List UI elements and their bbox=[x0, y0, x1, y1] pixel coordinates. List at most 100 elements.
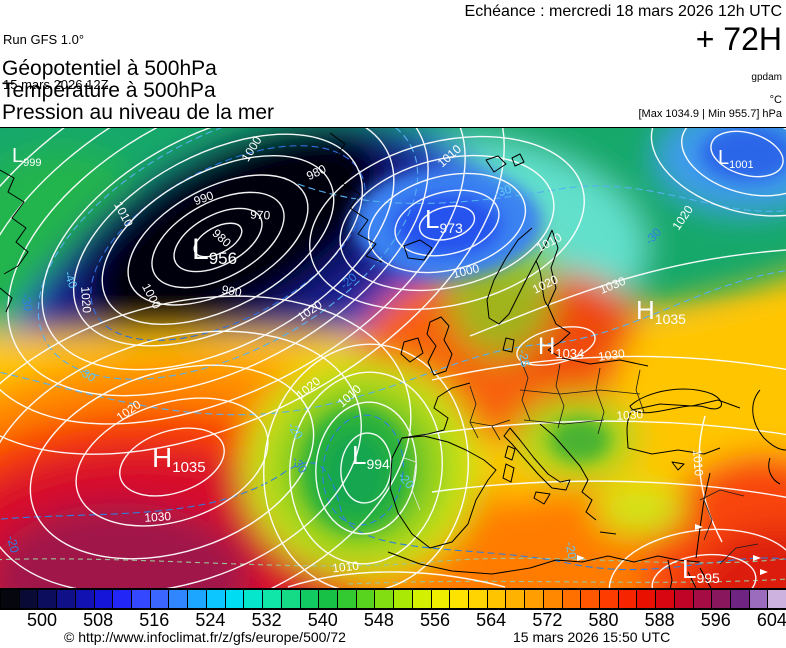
temp-contour-label: -20 bbox=[563, 541, 580, 561]
minmax-label: [Max 1034.9 | Min 955.7] hPa bbox=[638, 108, 783, 120]
colorbar-cell bbox=[262, 590, 281, 608]
colorbar-cell bbox=[187, 590, 206, 608]
colorbar-cell bbox=[542, 590, 562, 608]
colorbar-cell bbox=[37, 590, 57, 608]
unit-gpdam-label: gpdam bbox=[751, 72, 782, 83]
colorbar-tick: 516 bbox=[139, 610, 170, 630]
colorbar-cell bbox=[355, 590, 375, 608]
colorbar-cell bbox=[524, 590, 543, 608]
colorbar-tick: 540 bbox=[307, 610, 338, 630]
weather-map-canvas: 1010100099098097098010009901020102010201… bbox=[0, 128, 786, 589]
low-pressure-center-label: L994 bbox=[352, 440, 390, 472]
isobar-label: 1030 bbox=[144, 509, 172, 525]
low-pressure-center-label: L999 bbox=[12, 145, 41, 169]
colorbar-cell bbox=[168, 590, 188, 608]
isobar-label: 1000 bbox=[451, 261, 481, 281]
temp-contour-label: -30 bbox=[492, 182, 513, 201]
low-pressure-center-label: L995 bbox=[682, 554, 720, 586]
colorbar-cell bbox=[74, 590, 94, 608]
colorbar-tick: 564 bbox=[476, 610, 507, 630]
coastlines bbox=[0, 132, 786, 589]
temperature-field bbox=[0, 128, 786, 589]
isobar-label: 990 bbox=[221, 282, 243, 299]
colorbar-tick: 556 bbox=[420, 610, 451, 630]
colorbar-cell bbox=[336, 590, 356, 608]
colorbar-tick: 580 bbox=[588, 610, 619, 630]
high-pressure-center-label: H1035 bbox=[152, 442, 206, 476]
echeance-label: Echéance : mercredi 18 mars 2026 12h UTC bbox=[464, 3, 782, 20]
colorbar-tick: 596 bbox=[700, 610, 731, 630]
isobar-label: 1030 bbox=[597, 346, 626, 364]
colorbar-tick: 532 bbox=[251, 610, 282, 630]
colorbar-cell bbox=[617, 590, 637, 608]
isobar-label: 1010 bbox=[332, 559, 360, 576]
colorbar-tick: 588 bbox=[644, 610, 675, 630]
pressure-center-labels: L999 L956 L973 L1001 H1035 H1034 H1035 L994 L995 bbox=[12, 145, 754, 586]
colorbar-cell bbox=[430, 590, 450, 608]
colorbar-cell bbox=[655, 590, 674, 608]
colorbar-cell bbox=[243, 590, 263, 608]
colorbar-cell bbox=[411, 590, 431, 608]
temp-contour-label: -20 bbox=[4, 534, 22, 555]
run-info: Run GFS 1.0° 15 mars 2026 12Z bbox=[3, 2, 109, 122]
colorbar-tick: 508 bbox=[83, 610, 114, 630]
colorbar-cell bbox=[580, 590, 599, 608]
isobar-label: 1010 bbox=[690, 449, 706, 477]
isobar-label: 1030 bbox=[616, 407, 644, 423]
colorbar-tick: 500 bbox=[26, 610, 58, 630]
temperature-contours bbox=[0, 128, 786, 585]
colorbar-cell bbox=[673, 590, 693, 608]
colorbar-cell bbox=[56, 590, 75, 608]
colorbar-cell bbox=[467, 590, 487, 608]
colorbar-cell bbox=[393, 590, 412, 608]
colorbar-cell bbox=[636, 590, 656, 608]
forecast-step-label: + 72H bbox=[695, 21, 782, 57]
run-model-label: Run GFS 1.0° bbox=[3, 32, 85, 47]
low-pressure-center-label: L973 bbox=[425, 204, 463, 236]
colorbar-cell bbox=[299, 590, 319, 608]
low-pressure-center-label: L956 bbox=[192, 233, 237, 268]
isobar-label: 1020 bbox=[78, 286, 94, 314]
unit-temp-label: °C bbox=[769, 94, 782, 106]
high-pressure-center-label: H1035 bbox=[636, 295, 686, 327]
colorbar-cell bbox=[449, 590, 468, 608]
colorbar-tick: 572 bbox=[532, 610, 563, 630]
colorbar-cell bbox=[149, 590, 169, 608]
colorbar-cell bbox=[692, 590, 712, 608]
colorbar bbox=[0, 588, 786, 610]
map-title: Géopotentiel à 500hPa Température à 500h… bbox=[2, 58, 274, 124]
colorbar-cell bbox=[280, 590, 300, 608]
isobar-label: 970 bbox=[250, 207, 271, 222]
colorbar-cell bbox=[486, 590, 506, 608]
colorbar-cell bbox=[93, 590, 113, 608]
colorbar-cell bbox=[599, 590, 618, 608]
colorbar-cell bbox=[0, 590, 19, 608]
colorbar-tick: 604 bbox=[756, 610, 786, 630]
colorbar-cell bbox=[767, 590, 786, 608]
wind-arrow-icons bbox=[577, 524, 768, 575]
temp-contour-label: -30 bbox=[19, 293, 35, 312]
colorbar-cell bbox=[318, 590, 337, 608]
colorbar-cell bbox=[748, 590, 768, 608]
colorbar-cell bbox=[374, 590, 394, 608]
colorbar-cell bbox=[112, 590, 132, 608]
colorbar-cell bbox=[505, 590, 525, 608]
run-date-label: 15 mars 2026 12Z bbox=[3, 77, 109, 92]
high-pressure-center-label: H1034 bbox=[538, 333, 584, 361]
temp-contour-label: -40 bbox=[61, 269, 80, 290]
colorbar-cell bbox=[131, 590, 150, 608]
weather-map: 1010 1000 990 980 970 980 1000 990 1020 1020 1020 1… bbox=[0, 127, 786, 589]
colorbar-cell bbox=[730, 590, 749, 608]
title-geopotential: Géopotentiel à 500hPa bbox=[2, 57, 217, 80]
colorbar-tick-labels: 500 508 516 524 532 540 548 556 564 572 580 588 596 6… bbox=[0, 609, 786, 630]
colorbar-cell bbox=[205, 590, 225, 608]
title-temperature: Température à 500hPa bbox=[2, 79, 216, 102]
footer-copyright: © http://www.infoclimat.fr/z/gfs/europe/… bbox=[64, 629, 346, 645]
temp-contour-label: -25 bbox=[516, 349, 533, 369]
colorbar-cell bbox=[711, 590, 731, 608]
footer-datetime: 15 mars 2026 15:50 UTC bbox=[513, 629, 671, 645]
low-pressure-center-label: L1001 bbox=[718, 147, 754, 171]
title-pressure: Pression au niveau de la mer bbox=[2, 101, 274, 124]
colorbar-tick: 524 bbox=[195, 610, 226, 630]
